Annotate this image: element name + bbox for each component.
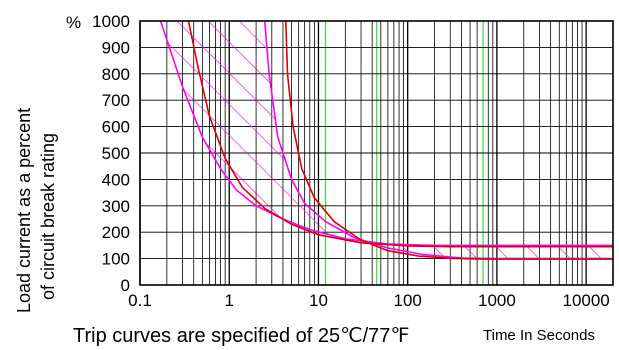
- y-tick-labels: 0 100 200 300 400 500 600 700 800 900 1000: [92, 12, 130, 295]
- magenta-tolerance-band: [160, 21, 613, 259]
- y-tick-label: 300: [102, 197, 130, 216]
- x-tick-label: 1: [224, 291, 233, 310]
- y-tick-label: 200: [102, 223, 130, 242]
- y-axis-label-line-1: Load current as a percent: [14, 108, 34, 313]
- x-axis-label: Time In Seconds: [483, 327, 595, 344]
- x-tick-label: 0.1: [128, 291, 152, 310]
- y-axis-percent-symbol: %: [66, 13, 81, 32]
- caption-trip-curves: Trip curves are specified of 25℃/77℉: [73, 325, 409, 347]
- y-tick-label: 400: [102, 170, 130, 189]
- plot-frame: [139, 20, 614, 286]
- y-tick-label: 500: [102, 144, 130, 163]
- y-tick-label: 800: [102, 65, 130, 84]
- y-tick-label: 100: [102, 250, 130, 269]
- x-tick-label: 1000: [478, 291, 516, 310]
- y-tick-label: 1000: [92, 12, 130, 31]
- x-tick-labels: 0.1 1 10 100 1000 10000: [128, 291, 610, 310]
- y-tick-label: 0: [121, 276, 130, 295]
- trip-curve-3: [187, 21, 613, 248]
- x-tick-label: 10: [309, 291, 328, 310]
- x-tick-label: 10000: [562, 291, 609, 310]
- trip-curves: [159, 21, 613, 260]
- y-tick-label: 600: [102, 118, 130, 137]
- x-tick-label: 100: [393, 291, 421, 310]
- y-tick-label: 700: [102, 91, 130, 110]
- hatch-fill: [160, 21, 613, 259]
- trip-curve-4: [285, 21, 613, 260]
- y-tick-label: 900: [102, 38, 130, 57]
- y-axis-label-line-2: of circuit break rating: [38, 133, 58, 300]
